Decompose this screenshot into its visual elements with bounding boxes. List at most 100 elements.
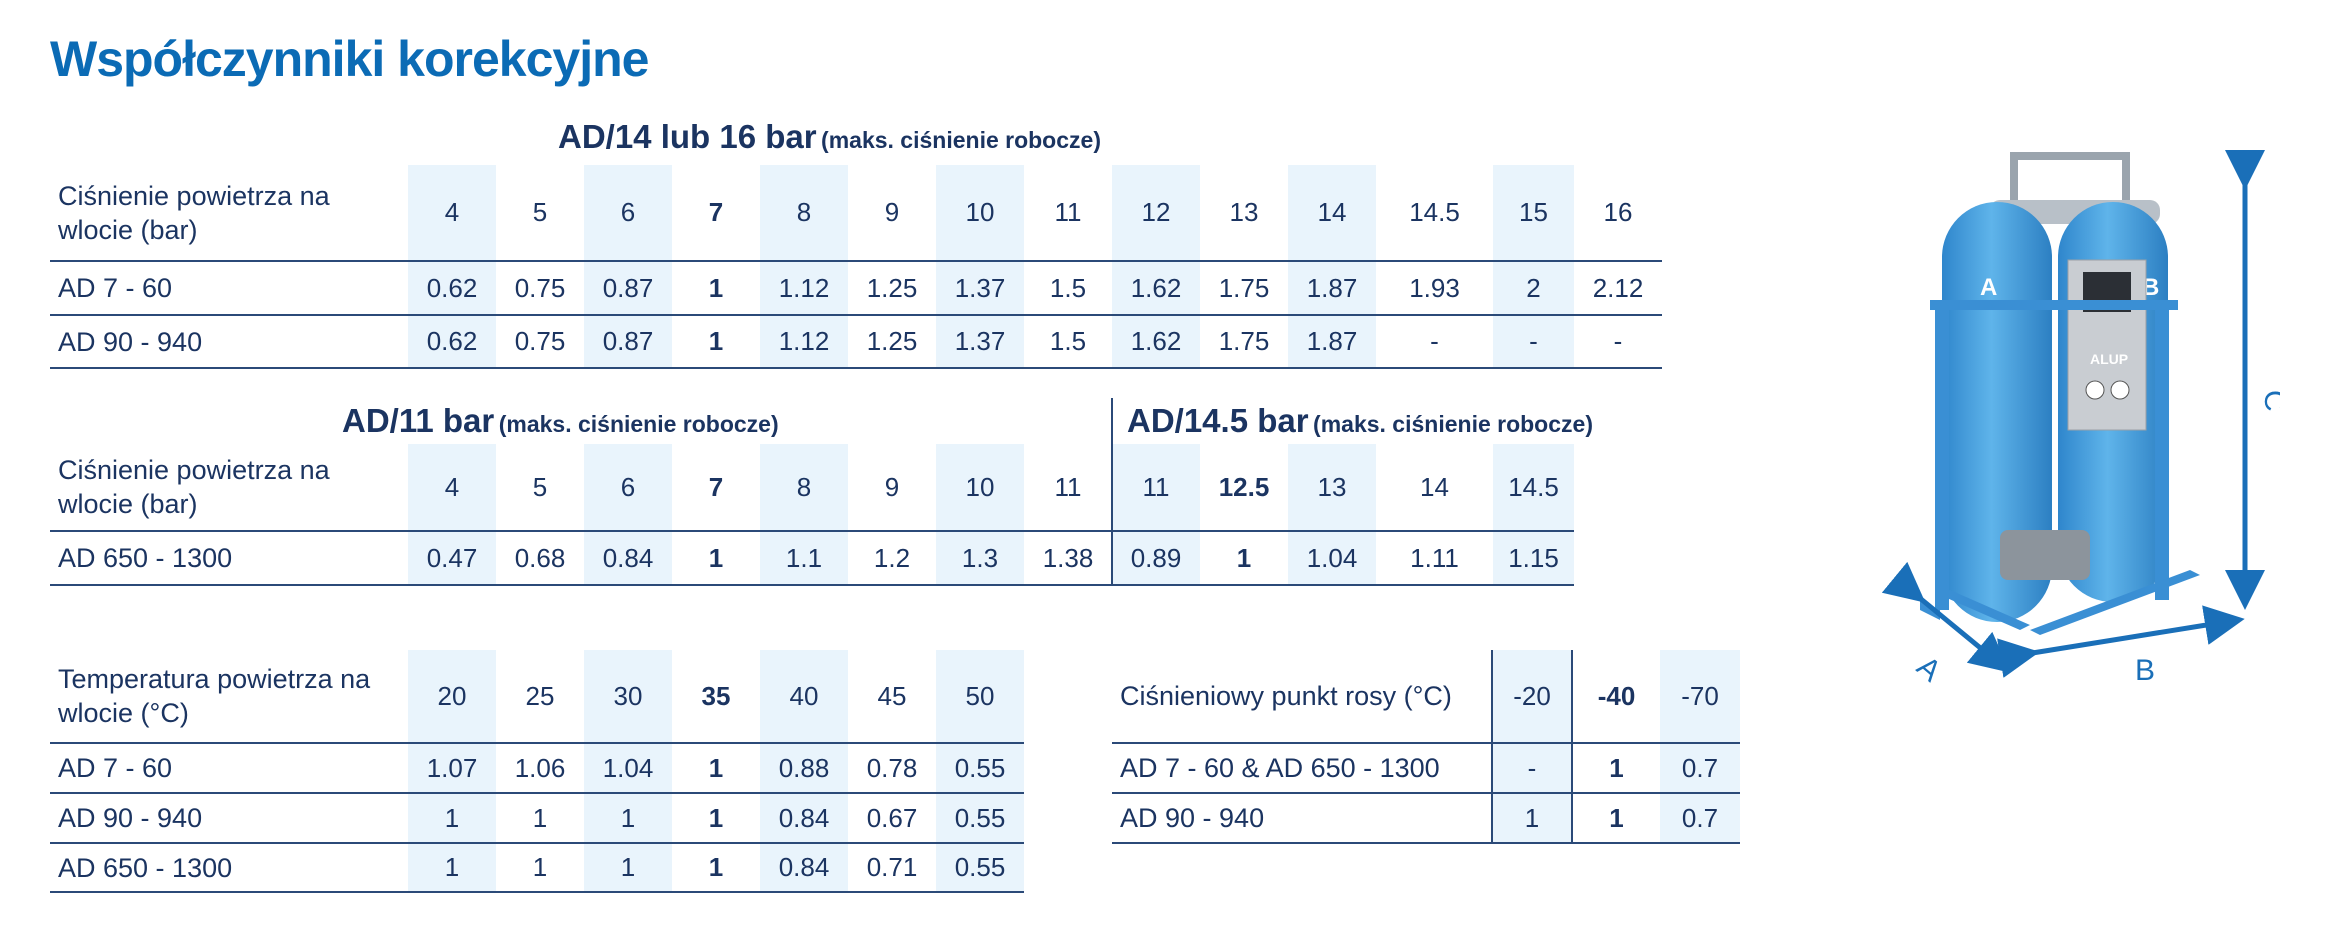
tank-label-a: A xyxy=(1980,274,1997,301)
column-header: 10 xyxy=(936,444,1024,532)
value-cell: 1.5 xyxy=(1024,261,1112,316)
column-header: 10 xyxy=(936,165,1024,262)
table-title-main: AD/11 bar xyxy=(342,402,495,439)
table-title-main: AD/14.5 bar xyxy=(1127,402,1309,439)
column-header: 25 xyxy=(496,650,584,744)
value-cell: 1.25 xyxy=(848,315,936,369)
value-cell: 1.04 xyxy=(584,743,672,794)
value-cell: 1.93 xyxy=(1376,261,1493,316)
row-label: AD 90 - 940 xyxy=(50,315,408,369)
value-cell: 1 xyxy=(584,843,672,893)
column-header: -20 xyxy=(1491,650,1572,744)
value-cell: 0.84 xyxy=(584,531,672,586)
value-cell: 0.55 xyxy=(936,843,1024,893)
value-cell: 0.87 xyxy=(584,315,672,369)
value-cell: 0.87 xyxy=(584,261,672,316)
table-title-main: AD/14 lub 16 bar xyxy=(558,118,817,155)
dimension-b-arrow xyxy=(1997,605,2245,678)
header-label: Ciśnieniowy punkt rosy (°C) xyxy=(1112,650,1492,744)
column-header: 4 xyxy=(408,444,496,532)
column-header: 14.5 xyxy=(1376,165,1493,262)
value-cell: 1.25 xyxy=(848,261,936,316)
value-cell: 0.84 xyxy=(760,793,848,844)
value-cell: 0.62 xyxy=(408,315,496,369)
row-label: AD 7 - 60 & AD 650 - 1300 xyxy=(1112,743,1492,794)
column-header: 6 xyxy=(584,165,672,262)
value-cell: 0.84 xyxy=(760,843,848,893)
value-cell: 2 xyxy=(1493,261,1574,316)
value-cell: 0.67 xyxy=(848,793,936,844)
column-header: 14.5 xyxy=(1493,444,1574,532)
column-header: 12.5 xyxy=(1200,444,1288,532)
value-cell: 1 xyxy=(408,843,496,893)
value-cell: - xyxy=(1376,315,1493,369)
value-cell: 0.78 xyxy=(848,743,936,794)
row-label: AD 7 - 60 xyxy=(50,261,408,316)
value-cell: 0.75 xyxy=(496,315,584,369)
column-header: 4 xyxy=(408,165,496,262)
column-header: 50 xyxy=(936,650,1024,744)
column-header: 11 xyxy=(1024,165,1112,262)
row-label: AD 7 - 60 xyxy=(50,743,408,794)
value-cell: 1.2 xyxy=(848,531,936,586)
column-header: 8 xyxy=(760,444,848,532)
value-cell: 0.55 xyxy=(936,793,1024,844)
column-header: 14 xyxy=(1288,165,1376,262)
pressure-table-11: Ciśnienie powietrza na wlocie (bar) 4 5 6 7 8… xyxy=(50,444,1574,586)
table-title-sub: (maks. ciśnienie robocze) xyxy=(498,411,779,437)
page-title: Współczynniki korekcyjne xyxy=(50,31,649,87)
row-label: AD 650 - 1300 xyxy=(50,531,408,586)
table-title-14-5: AD/14.5 bar (maks. ciśnienie robocze) xyxy=(1127,402,1593,440)
column-header: 45 xyxy=(848,650,936,744)
column-header: 9 xyxy=(848,165,936,262)
value-cell: 1 xyxy=(1571,743,1660,794)
dimension-c-label: C xyxy=(2258,390,2280,412)
header-row: Temperatura powietrza na wlocie (°C) 20 25… xyxy=(50,650,1024,744)
value-cell: 1 xyxy=(672,531,760,586)
column-header: -70 xyxy=(1660,650,1740,744)
column-header: 5 xyxy=(496,165,584,262)
value-cell: 0.75 xyxy=(496,261,584,316)
value-cell: 1.15 xyxy=(1493,531,1574,586)
value-cell: - xyxy=(1491,743,1572,794)
dryer-product-image: A B ALUP C A B xyxy=(1881,150,2280,688)
value-cell: 1 xyxy=(672,261,760,316)
value-cell: 1 xyxy=(1491,793,1572,844)
column-header: 5 xyxy=(496,444,584,532)
value-cell: 1.04 xyxy=(1288,531,1376,586)
value-cell: 0.89 xyxy=(1112,531,1200,586)
value-cell: 0.7 xyxy=(1660,743,1740,794)
table-title-14-16: AD/14 lub 16 bar (maks. ciśnienie robocz… xyxy=(558,118,1101,156)
column-header: 15 xyxy=(1493,165,1574,262)
value-cell: 1.62 xyxy=(1112,315,1200,369)
dew-point-table: Ciśnieniowy punkt rosy (°C) -20 -40 -70 AD 7… xyxy=(1112,650,1740,844)
column-header: 13 xyxy=(1200,165,1288,262)
column-header: 30 xyxy=(584,650,672,744)
value-cell: 0.47 xyxy=(408,531,496,586)
column-header: -40 xyxy=(1571,650,1660,744)
column-header: 13 xyxy=(1288,444,1376,532)
dimension-b-label: B xyxy=(2135,654,2155,687)
value-cell: 1.75 xyxy=(1200,315,1288,369)
table-title-11: AD/11 bar (maks. ciśnienie robocze) xyxy=(342,402,779,440)
value-cell: 1 xyxy=(496,843,584,893)
column-header: 11 xyxy=(1024,444,1112,532)
table-row: AD 7 - 60 & AD 650 - 1300-1 0.7 xyxy=(1112,743,1740,794)
table-row: AD 90 - 940 1 1 0.7 xyxy=(1112,793,1740,844)
value-cell: 1 xyxy=(584,793,672,844)
value-cell: 1.62 xyxy=(1112,261,1200,316)
value-cell: - xyxy=(1493,315,1574,369)
value-cell: 0.62 xyxy=(408,261,496,316)
dimension-a-arrow xyxy=(1881,561,2011,673)
table-row: AD 650 - 1300 0.47 0.68 0.84 1 1.1 1.2 1.3 1.38 0… xyxy=(50,531,1574,586)
pressure-table-14-16: Ciśnienie powietrza na wlocie (bar) 4 5 6 7 8… xyxy=(50,165,1662,369)
value-cell: 1.75 xyxy=(1200,261,1288,316)
value-cell: 1 xyxy=(672,793,760,844)
row-label: AD 90 - 940 xyxy=(50,793,408,844)
value-cell: 1 xyxy=(496,793,584,844)
value-cell: 1.5 xyxy=(1024,315,1112,369)
column-header: 8 xyxy=(760,165,848,262)
table-row: AD 650 - 1300 1 1 1 1 0.84 0.71 0.55 xyxy=(50,843,1024,893)
value-cell: 1.12 xyxy=(760,261,848,316)
value-cell: 1 xyxy=(408,793,496,844)
